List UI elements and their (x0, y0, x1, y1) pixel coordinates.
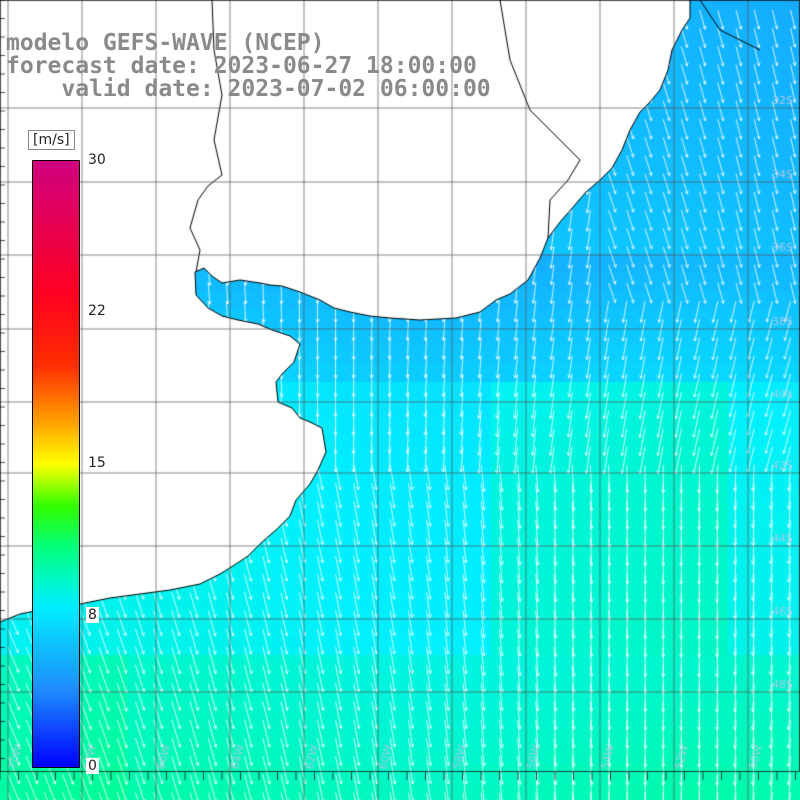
title-valid-date: valid date: 2023-07-02 06:00:00 (6, 76, 491, 102)
colorbar-tick-8: 8 (86, 607, 99, 623)
title-model: modelo GEFS-WAVE (NCEP) (6, 30, 325, 56)
colorbar-units: [m/s] (28, 130, 75, 150)
colorbar-tick-0: 0 (86, 758, 99, 774)
colorbar (32, 160, 80, 768)
colorbar-tick-22: 22 (86, 303, 108, 319)
title-forecast-date: forecast date: 2023-06-27 18:00:00 (6, 53, 477, 79)
colorbar-tick-15: 15 (86, 455, 108, 471)
colorbar-tick-30: 30 (86, 152, 108, 168)
